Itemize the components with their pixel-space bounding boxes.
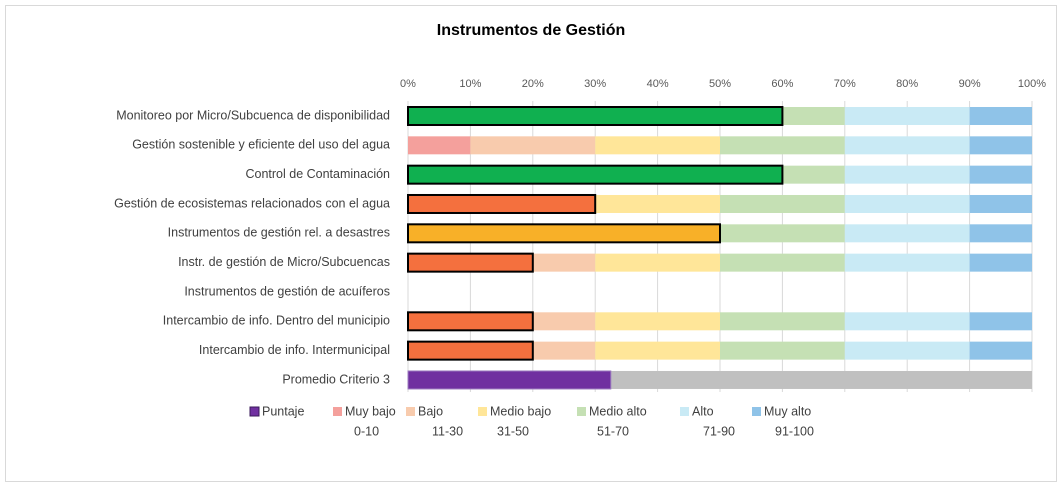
category-label: Instr. de gestión de Micro/Subcuencas: [178, 255, 390, 269]
score-bar: [407, 252, 534, 273]
score-bar: [407, 370, 612, 390]
band-segment: [720, 194, 845, 213]
x-tick-label: 100%: [1018, 78, 1046, 90]
band-segment: [969, 253, 1032, 272]
legend-swatch: [333, 407, 342, 416]
category-label: Intercambio de info. Dentro del municipi…: [163, 314, 390, 328]
band-segment: [595, 194, 720, 213]
band-segment: [969, 194, 1032, 213]
chart-title: Instrumentos de Gestión: [437, 22, 625, 39]
legend-label: Bajo: [418, 404, 443, 418]
legend-label: Puntaje: [262, 404, 304, 418]
legend-swatch: [680, 407, 689, 416]
x-tick-label: 60%: [771, 78, 793, 90]
x-tick-label: 10%: [459, 78, 481, 90]
x-tick-label: 40%: [647, 78, 669, 90]
legend-range: 71-90: [703, 424, 735, 438]
legend-range: 11-30: [432, 424, 463, 438]
category-label: Instrumentos de gestión rel. a desastres: [168, 226, 390, 240]
x-tick-label: 70%: [834, 78, 856, 90]
legend-range: 51-70: [597, 424, 629, 438]
legend-swatch: [577, 407, 586, 416]
band-segment: [969, 312, 1032, 331]
band-segment: [969, 107, 1032, 125]
category-label: Control de Contaminación: [245, 167, 390, 181]
legend-label: Medio bajo: [490, 404, 551, 418]
x-tick-label: 0%: [400, 78, 416, 90]
legend-swatch: [249, 406, 260, 417]
band-segment: [969, 224, 1032, 243]
legend-range: 0-10: [354, 424, 379, 438]
x-tick-label: 30%: [584, 78, 606, 90]
band-segment: [844, 107, 970, 125]
band-segment: [844, 136, 970, 155]
legend-label: Muy bajo: [345, 404, 396, 418]
band-segment: [969, 165, 1032, 184]
band-segment: [720, 224, 845, 243]
band-segment: [844, 165, 970, 184]
band-segment: [720, 312, 845, 331]
band-segment: [969, 136, 1032, 155]
legend-label: Medio alto: [589, 404, 647, 418]
band-segment: [595, 136, 720, 155]
category-label: Instrumentos de gestión de acuíferos: [184, 284, 390, 298]
score-bar: [407, 106, 784, 126]
x-tick-label: 90%: [959, 78, 981, 90]
category-label: Promedio Criterio 3: [282, 372, 390, 386]
legend-swatch: [478, 407, 487, 416]
score-bar: [407, 311, 534, 332]
score-bar: [407, 223, 721, 244]
category-label: Gestión sostenible y eficiente del uso d…: [132, 138, 390, 152]
category-label: Monitoreo por Micro/Subcuenca de disponi…: [116, 108, 390, 122]
band-segment: [720, 136, 845, 155]
band-segment: [969, 341, 1032, 360]
band-segment: [844, 224, 970, 243]
chart-frame: [5, 5, 1057, 482]
category-label: Intercambio de info. Intermunicipal: [199, 343, 390, 357]
band-segment: [408, 136, 471, 155]
band-segment: [720, 253, 845, 272]
legend-range: 31-50: [497, 424, 529, 438]
band-segment: [844, 312, 970, 331]
x-tick-label: 20%: [522, 78, 544, 90]
band-segment: [595, 341, 720, 360]
legend-label: Alto: [692, 404, 714, 418]
band-segment: [844, 194, 970, 213]
score-bar: [407, 193, 597, 214]
x-tick-label: 80%: [896, 78, 918, 90]
legend-swatch: [752, 407, 761, 416]
band-segment: [595, 312, 720, 331]
x-tick-label: 50%: [709, 78, 731, 90]
legend-swatch: [406, 407, 415, 416]
legend-range: 91-100: [775, 424, 814, 438]
score-bar: [407, 340, 534, 361]
score-bar: [407, 164, 784, 185]
band-segment: [595, 253, 720, 272]
band-segment: [720, 341, 845, 360]
band-segment: [844, 253, 970, 272]
band-segment: [844, 341, 970, 360]
legend-label: Muy alto: [764, 404, 811, 418]
category-label: Gestión de ecosistemas relacionados con …: [114, 196, 390, 210]
band-segment: [470, 136, 596, 155]
